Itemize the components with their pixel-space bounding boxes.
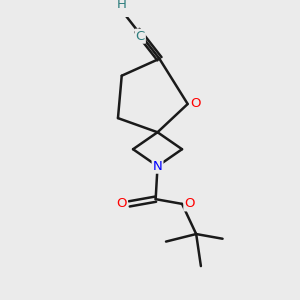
Text: C: C <box>136 30 145 43</box>
Text: O: O <box>190 97 200 110</box>
Text: O: O <box>184 197 195 210</box>
Text: H: H <box>117 0 127 11</box>
Text: N: N <box>153 160 162 173</box>
Text: O: O <box>116 197 127 210</box>
